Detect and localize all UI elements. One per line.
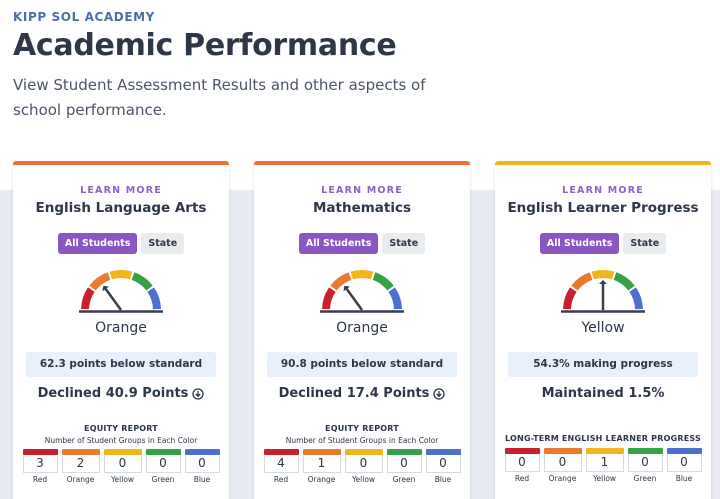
report-title: LONG-TERM ENGLISH LEARNER PROGRESS <box>505 434 701 443</box>
gauge-segment-green <box>372 272 394 291</box>
card-mathematics: LEARN MORE Mathematics All Students Stat… <box>254 161 470 499</box>
gauge-segment-yellow <box>109 270 133 280</box>
state-button[interactable]: State <box>141 233 185 254</box>
gauge-segment-blue <box>147 287 161 310</box>
count-green: 0 Green <box>627 448 663 483</box>
gauge-segment-orange <box>330 272 352 291</box>
learn-more-link[interactable]: LEARN MORE <box>562 185 644 196</box>
card-english-learner-progress: LEARN MORE English Learner Progress All … <box>495 161 711 499</box>
gauge-needle <box>345 288 364 311</box>
report-subtitle: Number of Student Groups in Each Color <box>44 436 198 445</box>
change-text: Declined 17.4 Points <box>254 386 470 401</box>
points-box: 54.3% making progress <box>508 352 698 377</box>
all-students-button[interactable]: All Students <box>57 233 138 254</box>
learn-more-link[interactable]: LEARN MORE <box>80 185 162 196</box>
arrow-down-circle-icon <box>192 387 205 400</box>
card-accent-bar <box>13 161 229 165</box>
student-toggle: All Students State <box>495 233 711 254</box>
performance-gauge-icon <box>320 270 404 313</box>
color-counts: 0 Red 0 Orange 1 Yellow 0 Green 0 Blue <box>495 448 711 483</box>
points-box: 90.8 points below standard <box>267 352 457 377</box>
gauge-segment-blue <box>629 287 643 310</box>
gauge-segment-blue <box>388 287 402 310</box>
card-accent-bar <box>254 161 470 165</box>
gauge-needle-head <box>599 280 607 284</box>
gauge-segment-orange <box>89 272 111 291</box>
page-subtitle: View Student Assessment Results and othe… <box>13 76 426 119</box>
change-label: Maintained 1.5% <box>541 386 665 401</box>
gauge-segment-red <box>81 287 95 310</box>
count-red: 4 Red <box>263 449 299 484</box>
gauge-segment-red <box>322 287 336 310</box>
learn-more-link[interactable]: LEARN MORE <box>321 185 403 196</box>
gauge-segment-red <box>563 287 577 310</box>
count-blue: 0 Blue <box>425 449 461 484</box>
count-orange: 1 Orange <box>302 449 341 484</box>
card-accent-bar <box>495 161 711 165</box>
all-students-button[interactable]: All Students <box>539 233 620 254</box>
count-blue: 0 Blue <box>184 449 220 484</box>
change-label: Declined 40.9 Points <box>37 386 189 401</box>
status-color-label: Orange <box>336 320 388 336</box>
gauge-segment-yellow <box>591 270 615 280</box>
report-title: EQUITY REPORT <box>84 424 158 433</box>
count-yellow: 0 Yellow <box>103 449 142 484</box>
status-color-label: Orange <box>95 320 147 336</box>
card-title: English Language Arts <box>35 200 207 216</box>
count-red: 0 Red <box>504 448 540 483</box>
count-green: 0 Green <box>386 449 422 484</box>
student-toggle: All Students State <box>254 233 470 254</box>
gauge-needle-head <box>343 285 350 292</box>
gauge-needle-head <box>102 285 109 292</box>
count-yellow: 0 Yellow <box>344 449 383 484</box>
color-counts: 3 Red 2 Orange 0 Yellow 0 Green 0 Blue <box>13 449 229 484</box>
gauge-segment-green <box>131 272 153 291</box>
count-yellow: 1 Yellow <box>585 448 624 483</box>
gauge-segment-orange <box>571 272 593 291</box>
color-counts: 4 Red 1 Orange 0 Yellow 0 Green 0 Blue <box>254 449 470 484</box>
state-button[interactable]: State <box>623 233 667 254</box>
report-subtitle: Number of Student Groups in Each Color <box>285 436 439 445</box>
change-label: Declined 17.4 Points <box>278 386 430 401</box>
report-title: EQUITY REPORT <box>325 424 399 433</box>
gauge-segment-green <box>613 272 635 291</box>
count-red: 3 Red <box>22 449 58 484</box>
page-header: KIPP SOL ACADEMY Academic Performance Vi… <box>13 10 713 123</box>
count-orange: 0 Orange <box>543 448 582 483</box>
page-title: Academic Performance <box>13 28 397 63</box>
count-green: 0 Green <box>145 449 181 484</box>
gauge-segment-yellow <box>350 270 374 280</box>
card-title: English Learner Progress <box>507 200 699 216</box>
count-orange: 2 Orange <box>61 449 100 484</box>
count-blue: 0 Blue <box>666 448 702 483</box>
performance-gauge-icon <box>561 270 645 313</box>
change-text: Declined 40.9 Points <box>13 386 229 401</box>
all-students-button[interactable]: All Students <box>298 233 379 254</box>
school-name[interactable]: KIPP SOL ACADEMY <box>13 10 155 24</box>
card-title: Mathematics <box>312 200 412 216</box>
card-english-language-arts: LEARN MORE English Language Arts All Stu… <box>13 161 229 499</box>
points-box: 62.3 points below standard <box>26 352 216 377</box>
arrow-down-circle-icon <box>433 387 446 400</box>
student-toggle: All Students State <box>13 233 229 254</box>
state-button[interactable]: State <box>382 233 426 254</box>
performance-gauge-icon <box>79 270 163 313</box>
status-color-label: Yellow <box>581 320 625 336</box>
gauge-needle <box>104 288 123 311</box>
change-text: Maintained 1.5% <box>495 386 711 401</box>
